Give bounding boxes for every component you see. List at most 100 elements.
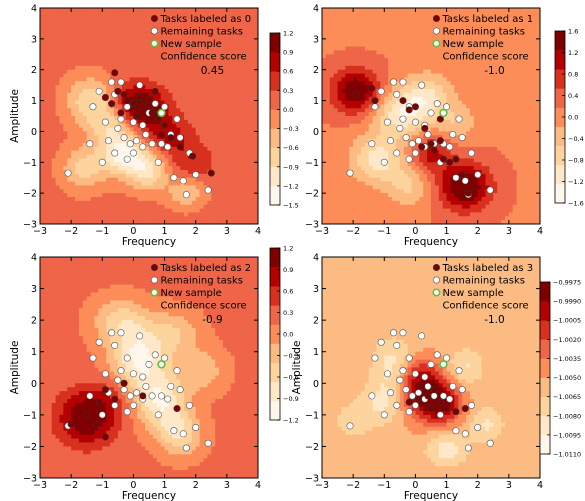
contour-cell <box>195 38 201 44</box>
contour-cell <box>176 31 181 36</box>
contour-cell <box>86 112 92 117</box>
contour-cell <box>176 200 181 206</box>
contour-cell <box>380 104 385 109</box>
contour-cell <box>141 92 146 98</box>
contour-cell <box>113 158 119 163</box>
contour-cell <box>187 58 193 63</box>
contour-cell <box>168 158 173 163</box>
contour-cell <box>501 50 506 55</box>
contour-cell <box>364 108 370 113</box>
contour-cell <box>508 77 514 82</box>
y-tick-label: 4 <box>31 4 37 15</box>
contour-cell <box>360 65 366 71</box>
contour-cell <box>489 27 494 32</box>
contour-cell <box>246 212 251 217</box>
contour-cell <box>102 27 107 32</box>
contour-cell <box>172 119 177 125</box>
contour-cell <box>497 62 502 67</box>
contour-cell <box>322 27 327 32</box>
contour-cell <box>380 15 385 21</box>
contour-cell <box>98 50 103 55</box>
contour-cell <box>98 85 103 90</box>
contour-cell <box>184 112 189 117</box>
contour-cell <box>63 89 68 94</box>
contour-cell <box>86 85 92 90</box>
contour-cell <box>86 100 92 106</box>
contour-cell <box>469 27 475 32</box>
contour-cell <box>360 54 366 59</box>
contour-cell <box>137 162 142 167</box>
contour-cell <box>388 54 393 59</box>
contour-cell <box>211 200 216 206</box>
contour-cell <box>512 73 518 79</box>
contour-cell <box>234 54 240 59</box>
contour-cell <box>168 69 173 75</box>
contour-cell <box>234 208 240 214</box>
contour-cell <box>191 197 197 202</box>
contour-cell <box>67 220 72 224</box>
contour-cell <box>345 38 350 44</box>
contour-cell <box>512 8 518 13</box>
contour-cell <box>395 119 401 125</box>
contour-cell <box>477 31 483 36</box>
contour-cell <box>94 204 99 210</box>
contour-cell <box>322 38 327 44</box>
contour-cell <box>176 212 181 217</box>
contour-cell <box>329 73 335 79</box>
contour-cell <box>180 23 185 28</box>
contour-cell <box>102 150 107 156</box>
contour-cell <box>473 108 479 113</box>
contour-cell <box>466 65 471 71</box>
contour-cell <box>51 19 57 25</box>
contour-cell <box>184 8 189 13</box>
contour-cell <box>337 77 343 82</box>
contour-cell <box>238 104 244 109</box>
contour-cell <box>238 65 244 71</box>
contour-cell <box>477 112 483 117</box>
contour-cell <box>254 69 258 75</box>
contour-cell <box>187 35 193 40</box>
contour-cell <box>43 193 49 198</box>
contour-cell <box>117 15 123 21</box>
contour-cell <box>59 197 64 202</box>
contour-cell <box>353 112 358 117</box>
contour-cell <box>149 104 154 109</box>
contour-cell <box>462 65 467 71</box>
contour-cell <box>254 104 258 109</box>
contour-cell <box>133 23 138 28</box>
contour-cell <box>55 181 61 187</box>
contour-cell <box>47 104 53 109</box>
contour-cell <box>40 154 45 160</box>
contour-cell <box>67 216 72 221</box>
contour-cell <box>481 54 487 59</box>
contour-cell <box>372 112 378 117</box>
contour-cell <box>94 35 99 40</box>
contour-cell <box>156 220 162 224</box>
contour-cell <box>184 139 189 144</box>
contour-cell <box>40 19 45 25</box>
contour-cell <box>90 197 96 202</box>
contour-cell <box>176 50 181 55</box>
contour-cell <box>191 166 197 171</box>
contour-cell <box>407 77 413 82</box>
contour-cell <box>215 65 220 71</box>
contour-cell <box>172 150 177 156</box>
contour-cell <box>184 197 189 202</box>
contour-cell <box>71 23 76 28</box>
contour-cell <box>407 11 413 17</box>
contour-cell <box>360 62 366 67</box>
contour-cell <box>187 135 193 140</box>
contour-cell <box>67 23 72 28</box>
contour-cell <box>102 185 107 190</box>
contour-cell <box>388 92 393 98</box>
contour-cell <box>341 112 346 117</box>
contour-cell <box>497 11 502 17</box>
contour-cell <box>536 104 540 109</box>
contour-cell <box>176 150 181 156</box>
contour-cell <box>176 62 181 67</box>
contour-cell <box>341 92 346 98</box>
contour-cell <box>462 31 467 36</box>
contour-cell <box>110 200 115 206</box>
contour-cell <box>219 73 224 79</box>
contour-cell <box>230 108 236 113</box>
